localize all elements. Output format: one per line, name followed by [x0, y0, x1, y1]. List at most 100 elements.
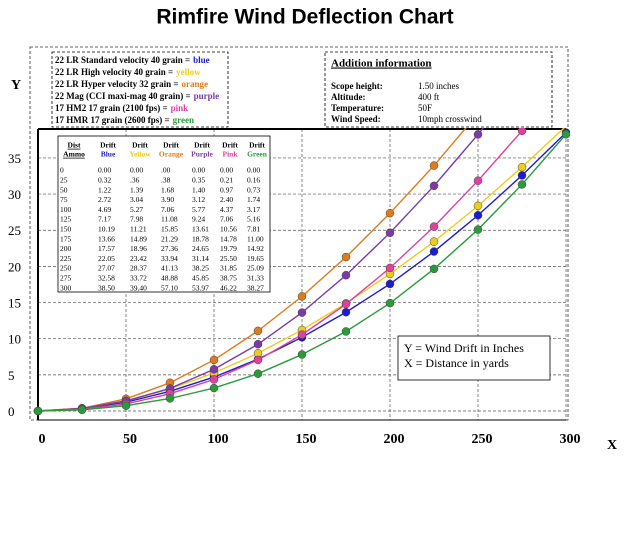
table-header: Drift	[222, 141, 238, 150]
point	[341, 307, 351, 317]
legend-label: 17 HMR 17 grain (2600 fps) =	[55, 115, 170, 125]
table-cell: 27.36	[161, 244, 178, 253]
table-cell: 32.58	[98, 274, 115, 283]
point	[253, 355, 263, 365]
point	[297, 350, 307, 359]
info-value: 1.50 inches	[418, 81, 459, 91]
info-key: Temperature:	[331, 103, 384, 113]
point	[517, 180, 527, 189]
x-axis-label: X	[607, 438, 617, 453]
table-header: Green	[247, 150, 268, 159]
table-cell: 2.72	[98, 195, 111, 204]
table-header: Yellow	[129, 150, 151, 159]
table-cell: 75	[60, 195, 68, 204]
x-tick-label: 200	[384, 432, 405, 447]
table-cell: 25.09	[247, 264, 264, 273]
legend-entry: 22 LR Standard velocity 40 grain = blue	[55, 55, 210, 65]
legend-entry: 22 Mag (CCI maxi-mag 40 grain) = purple	[55, 91, 219, 101]
table-cell: 10.19	[98, 225, 115, 234]
info-title: Addition information	[331, 58, 432, 70]
legend-color: blue	[193, 55, 210, 65]
table-cell: 46.22	[220, 283, 237, 292]
table-cell: 1.74	[247, 195, 260, 204]
point	[341, 299, 351, 309]
point	[121, 401, 131, 410]
point	[517, 128, 527, 136]
table-cell: 10.56	[220, 225, 237, 234]
table-cell: 33.94	[161, 254, 178, 263]
table-cell: 125	[60, 215, 72, 224]
table-cell: 0.73	[247, 185, 260, 194]
point	[297, 308, 307, 317]
table-cell: 1.40	[192, 185, 205, 194]
table-cell: 1.22	[98, 185, 111, 194]
point	[253, 339, 263, 349]
table-cell: 0.00	[220, 166, 233, 175]
table-cell: 3.04	[130, 195, 143, 204]
x-tick-label: 0	[39, 432, 46, 447]
table-cell: .36	[130, 176, 140, 185]
table-cell: 21.29	[161, 234, 178, 243]
table-cell: 11.00	[247, 234, 264, 243]
table-cell: 15.85	[161, 225, 178, 234]
table-cell: 3.12	[192, 195, 205, 204]
point	[253, 369, 263, 378]
table-cell: 7.17	[98, 215, 111, 224]
point	[385, 263, 395, 273]
table-cell: 50	[60, 185, 68, 194]
table-header: Drift	[163, 141, 179, 150]
legend-entry: 17 HM2 17 grain (2100 fps) = pink	[55, 103, 188, 113]
info-key: Wind Speed:	[331, 114, 381, 124]
annotation: Y = Wind Drift in Inches	[404, 341, 524, 355]
legend-box	[51, 51, 229, 128]
table-cell: 38.75	[220, 274, 237, 283]
table-cell: 14.92	[247, 244, 264, 253]
table-cell: 13.61	[192, 225, 209, 234]
legend-color: yellow	[176, 67, 201, 77]
point	[473, 176, 483, 185]
legend-label: 22 Mag (CCI maxi-mag 40 grain) =	[55, 91, 191, 101]
table-cell: 19.79	[220, 244, 237, 253]
y-tick-label: 10	[8, 332, 21, 347]
y-tick-label: 0	[8, 404, 15, 419]
table-cell: 14.78	[220, 234, 237, 243]
legend-entry: 17 HMR 17 grain (2600 fps) = green	[55, 115, 194, 125]
point	[253, 326, 263, 336]
table-cell: 39.40	[130, 283, 147, 292]
table-cell: 31.33	[247, 274, 264, 283]
table-header: Drift	[100, 141, 116, 150]
point	[385, 208, 395, 218]
info-value: 50F	[418, 103, 432, 113]
y-tick-label: 15	[8, 296, 21, 311]
x-tick-label: 150	[296, 432, 317, 447]
table-cell: 31.14	[192, 254, 209, 263]
legend-entry: 22 LR Hyper velocity 32 grain = orange	[55, 79, 208, 89]
point	[517, 171, 527, 180]
table-cell: 0.97	[220, 185, 233, 194]
table-cell: 150	[60, 225, 72, 234]
table-header: Ammo	[63, 150, 85, 159]
table-cell: .38	[161, 176, 171, 185]
point	[209, 383, 219, 393]
x-tick-label: 300	[560, 432, 581, 447]
y-tick-label: 25	[8, 223, 21, 238]
table-header: Drift	[249, 141, 265, 150]
table-cell: 33.72	[130, 274, 147, 283]
table-cell: 24.65	[192, 244, 209, 253]
x-tick-label: 250	[472, 432, 493, 447]
point	[429, 264, 439, 274]
table-cell: 200	[60, 244, 72, 253]
point	[341, 252, 351, 262]
chart-title: Rimfire Wind Deflection Chart	[156, 6, 453, 29]
table-cell: 4.37	[220, 205, 233, 214]
point	[385, 298, 395, 308]
legend-color: purple	[194, 91, 220, 101]
annotation-box	[397, 335, 551, 381]
table-cell: 7.98	[130, 215, 143, 224]
table-cell: 23.42	[130, 254, 147, 263]
table-cell: 57.10	[161, 283, 178, 292]
table-cell: 11.21	[130, 225, 147, 234]
table-cell: 48.88	[161, 274, 178, 283]
table-cell: .00	[161, 166, 171, 175]
